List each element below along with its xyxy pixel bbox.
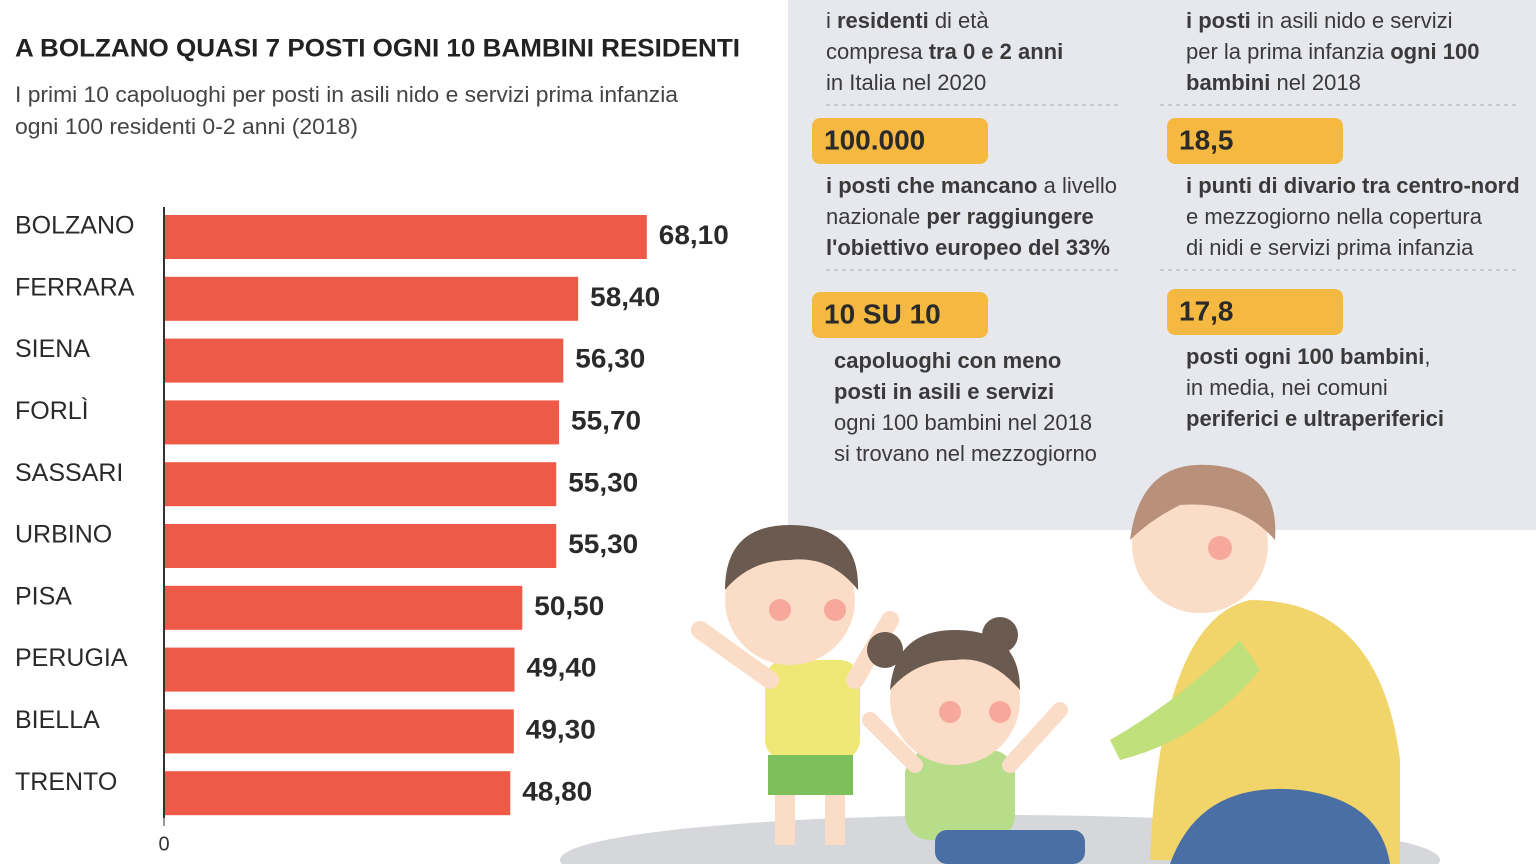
- chart-subtitle: ogni 100 residenti 0-2 anni (2018): [15, 114, 358, 139]
- stat-run: nel 2018: [1270, 70, 1361, 95]
- value-label: 68,10: [659, 220, 729, 250]
- y-tick-label: FERRARA: [15, 273, 135, 301]
- stat-text: posti ogni 100 bambini,: [1186, 344, 1430, 369]
- illustration: [560, 464, 1440, 864]
- stat-text: compresa tra 0 e 2 anni: [826, 39, 1063, 64]
- stat-text: i punti di divario tra centro-nord: [1186, 173, 1520, 198]
- stat-run: compresa: [826, 39, 929, 64]
- value-label: 55,30: [568, 467, 638, 497]
- value-label: 49,30: [526, 715, 596, 745]
- bar: [165, 585, 523, 630]
- stat-value: 10 SU 10: [824, 298, 941, 329]
- stat-run: tra 0 e 2 anni: [929, 39, 1064, 64]
- stat-run: ,: [1424, 344, 1430, 369]
- stat-badge: [1167, 118, 1343, 164]
- bar: [165, 400, 560, 445]
- stat-value: 100.000: [824, 124, 925, 155]
- stat-run: in media, nei comuni: [1186, 375, 1388, 400]
- stat-text: in media, nei comuni: [1186, 375, 1388, 400]
- stat-run: nazionale: [826, 204, 926, 229]
- bar: [165, 709, 514, 754]
- stat-run: per raggiungere: [926, 204, 1093, 229]
- stat-run: posti ogni 100 bambini: [1186, 344, 1424, 369]
- value-label: 48,80: [522, 776, 592, 806]
- chart-subtitle: I primi 10 capoluoghi per posti in asili…: [15, 82, 679, 107]
- stat-run: i punti di divario tra centro-nord: [1186, 173, 1520, 198]
- stat-run: ogni 100: [1390, 39, 1479, 64]
- y-tick-label: SIENA: [15, 335, 90, 363]
- stat-text: i posti che mancano a livello: [826, 173, 1117, 198]
- stat-run: residenti: [837, 8, 929, 33]
- stat-run: l'obiettivo europeo del 33%: [826, 235, 1110, 260]
- bar: [165, 524, 557, 568]
- stat-text: nazionale per raggiungere: [826, 204, 1094, 229]
- stat-value: 17,8: [1179, 295, 1234, 326]
- stat-badge: [812, 118, 988, 164]
- value-label: 58,40: [590, 282, 660, 312]
- stat-run: di età: [929, 8, 990, 33]
- stat-run: in Italia nel 2020: [826, 70, 986, 95]
- stat-run: ogni 100 bambini nel 2018: [834, 410, 1092, 435]
- stat-text: i residenti di età: [826, 8, 989, 33]
- x-tick-label: 0: [158, 833, 169, 855]
- stat-text: si trovano nel mezzogiorno: [834, 441, 1097, 466]
- bar: [165, 338, 564, 383]
- stat-value: 18,5: [1179, 124, 1234, 155]
- stat-text: l'obiettivo europeo del 33%: [826, 235, 1110, 260]
- chart-title: A BOLZANO QUASI 7 POSTI OGNI 10 BAMBINI …: [15, 35, 740, 63]
- y-tick-label: TRENTO: [15, 768, 117, 796]
- value-label: 50,50: [534, 591, 604, 621]
- stat-badge: [812, 292, 988, 338]
- bar: [165, 647, 515, 692]
- value-label: 56,30: [575, 344, 645, 374]
- stats-panel: [788, 0, 1536, 530]
- stat-run: i posti che mancano: [826, 173, 1038, 198]
- stat-run: i: [826, 8, 837, 33]
- stat-text: per la prima infanzia ogni 100: [1186, 39, 1479, 64]
- bar: [165, 276, 579, 321]
- stat-run: posti in asili e servizi: [834, 379, 1054, 404]
- stat-run: periferici e ultraperiferici: [1186, 406, 1444, 431]
- y-tick-label: BOLZANO: [15, 212, 134, 240]
- stat-run: bambini: [1186, 70, 1270, 95]
- stat-run: a livello: [1038, 173, 1117, 198]
- stat-badge: [1167, 289, 1343, 335]
- stat-run: di nidi e servizi prima infanzia: [1186, 235, 1474, 260]
- stat-text: posti in asili e servizi: [834, 379, 1054, 404]
- y-tick-label: BIELLA: [15, 706, 100, 734]
- stat-text: i posti in asili nido e servizi: [1186, 8, 1453, 33]
- y-tick-label: PERUGIA: [15, 644, 128, 672]
- stat-text: bambini nel 2018: [1186, 70, 1361, 95]
- stat-run: e mezzogiorno nella copertura: [1186, 204, 1483, 229]
- y-tick-label: PISA: [15, 582, 72, 610]
- y-tick-label: FORLÌ: [15, 396, 89, 425]
- stat-text: e mezzogiorno nella copertura: [1186, 204, 1483, 229]
- stat-text: di nidi e servizi prima infanzia: [1186, 235, 1474, 260]
- stat-run: si trovano nel mezzogiorno: [834, 441, 1097, 466]
- bar: [165, 771, 511, 816]
- value-label: 55,30: [568, 529, 638, 559]
- stat-text: in Italia nel 2020: [826, 70, 986, 95]
- value-label: 49,40: [527, 653, 597, 683]
- bar: [165, 215, 647, 259]
- stat-run: i posti: [1186, 8, 1251, 33]
- stat-run: capoluoghi con meno: [834, 348, 1061, 373]
- stat-text: ogni 100 bambini nel 2018: [834, 410, 1092, 435]
- value-label: 55,70: [571, 406, 641, 436]
- stat-text: periferici e ultraperiferici: [1186, 406, 1444, 431]
- y-tick-label: SASSARI: [15, 459, 123, 487]
- stat-run: per la prima infanzia: [1186, 39, 1390, 64]
- y-tick-label: URBINO: [15, 521, 112, 549]
- stat-text: capoluoghi con meno: [834, 348, 1061, 373]
- bar: [165, 462, 557, 507]
- stat-run: in asili nido e servizi: [1251, 8, 1453, 33]
